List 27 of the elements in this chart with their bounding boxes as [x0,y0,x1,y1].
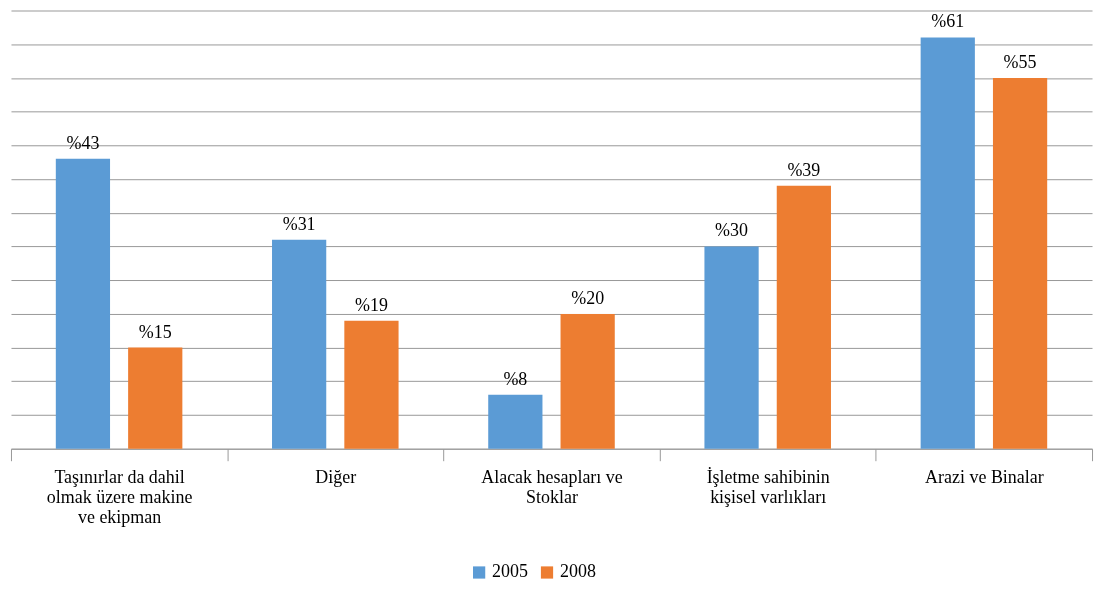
bar [920,37,975,449]
bar [128,347,183,449]
x-tick-label: Alacak hesapları ve Stoklar [481,467,623,508]
data-label: %30 [715,220,749,241]
data-label: %19 [354,294,388,315]
bar [55,158,111,449]
data-label: %61 [931,11,965,32]
bar [560,313,615,449]
data-label: %43 [66,132,100,153]
bar [344,320,399,449]
legend-label: 2008 [559,561,596,582]
data-label: %15 [138,321,172,342]
legend-label: 2005 [492,561,529,582]
x-tick-label: Diğer [315,467,357,488]
bar [488,394,543,449]
x-tick-label: İşletme sahibinin kişisel varlıkları [706,467,830,508]
data-label: %8 [503,368,528,389]
bar [272,239,327,449]
x-tick-label: Taşınırlar da dahil olmak üzere makine ve ekipman [46,467,193,528]
bar [704,246,759,449]
data-label: %20 [571,287,605,308]
data-label: %39 [787,159,821,180]
bar [992,77,1048,449]
bar [776,185,831,449]
data-label: %55 [1003,51,1037,72]
x-tick-label: Arazi ve Binalar [925,467,1044,488]
data-label: %31 [282,213,316,234]
